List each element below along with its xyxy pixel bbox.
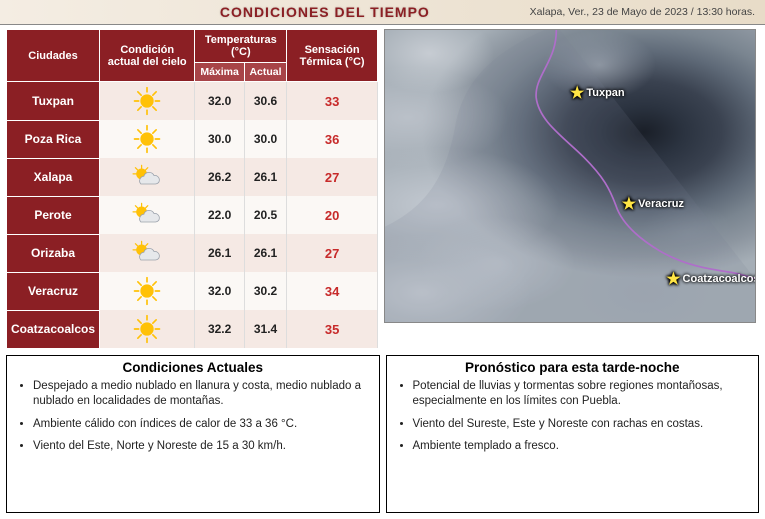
temp-max: 32.0 [195,272,244,310]
current-title: Condiciones Actuales [15,360,371,375]
star-icon: ★ [666,269,680,289]
temp-actual: 30.2 [244,272,286,310]
col-temps: Temperaturas (°C) [195,30,287,63]
current-conditions-box: Condiciones Actuales Despejado a medio n… [6,355,380,513]
temp-feels: 33 [287,82,378,121]
temp-actual: 20.5 [244,196,286,234]
sky-icon [100,196,195,234]
city-name: Xalapa [7,158,100,196]
col-feels: Sensación Térmica (°C) [287,30,378,82]
current-list: Despejado a medio nublado en llanura y c… [15,379,371,455]
marker-label: Coatzacoalcos [683,273,756,285]
city-name: Orizaba [7,234,100,272]
sky-icon [100,120,195,158]
temp-max: 26.1 [195,234,244,272]
map-marker: ★Coatzacoalcos [666,269,756,289]
temp-feels: 27 [287,234,378,272]
table-row: Orizaba 26.1 26.1 27 [7,234,378,272]
sky-icon [100,158,195,196]
temp-feels: 36 [287,120,378,158]
list-item: Potencial de lluvias y tormentas sobre r… [413,379,751,410]
temp-max: 32.2 [195,310,244,348]
temp-actual: 26.1 [244,158,286,196]
sky-icon [100,234,195,272]
col-cities: Ciudades [7,30,100,82]
temp-actual: 26.1 [244,234,286,272]
temp-max: 22.0 [195,196,244,234]
map-marker: ★Veracruz [622,194,684,214]
forecast-list: Potencial de lluvias y tormentas sobre r… [395,379,751,455]
header-date: Xalapa, Ver., 23 de Mayo de 2023 / 13:30… [530,6,755,18]
temp-feels: 20 [287,196,378,234]
forecast-title: Pronóstico para esta tarde-noche [395,360,751,375]
city-name: Veracruz [7,272,100,310]
table-row: Coatzacoalcos 32.2 31.4 35 [7,310,378,348]
marker-label: Veracruz [638,198,684,210]
list-item: Viento del Sureste, Este y Noreste con r… [413,417,751,433]
col-sky: Condición actual del cielo [100,30,195,82]
table-row: Veracruz 32.0 30.2 34 [7,272,378,310]
temp-max: 26.2 [195,158,244,196]
temp-max: 30.0 [195,120,244,158]
temp-feels: 34 [287,272,378,310]
marker-label: Tuxpan [586,87,624,99]
weather-table: Ciudades Condición actual del cielo Temp… [6,29,378,349]
sky-icon [100,310,195,348]
col-actual: Actual [244,63,286,82]
page-title: CONDICIONES DEL TIEMPO [120,4,530,20]
city-name: Tuxpan [7,82,100,121]
table-row: Perote 22.0 20.5 20 [7,196,378,234]
satellite-map: ★Tuxpan★Veracruz★Coatzacoalcos [384,29,756,323]
star-icon: ★ [570,83,584,103]
list-item: Ambiente cálido con índices de calor de … [33,417,371,433]
temp-actual: 30.6 [244,82,286,121]
temp-actual: 31.4 [244,310,286,348]
city-name: Perote [7,196,100,234]
list-item: Ambiente templado a fresco. [413,439,751,455]
temp-feels: 35 [287,310,378,348]
temp-max: 32.0 [195,82,244,121]
header-bar: CONDICIONES DEL TIEMPO Xalapa, Ver., 23 … [0,0,765,25]
star-icon: ★ [622,194,636,214]
map-marker: ★Tuxpan [570,83,625,103]
sky-icon [100,82,195,121]
table-row: Poza Rica 30.0 30.0 36 [7,120,378,158]
list-item: Despejado a medio nublado en llanura y c… [33,379,371,410]
temp-actual: 30.0 [244,120,286,158]
table-row: Xalapa 26.2 26.1 27 [7,158,378,196]
table-row: Tuxpan 32.0 30.6 33 [7,82,378,121]
list-item: Viento del Este, Norte y Noreste de 15 a… [33,439,371,455]
city-name: Poza Rica [7,120,100,158]
temp-feels: 27 [287,158,378,196]
col-max: Máxima [195,63,244,82]
city-name: Coatzacoalcos [7,310,100,348]
sky-icon [100,272,195,310]
forecast-box: Pronóstico para esta tarde-noche Potenci… [386,355,760,513]
